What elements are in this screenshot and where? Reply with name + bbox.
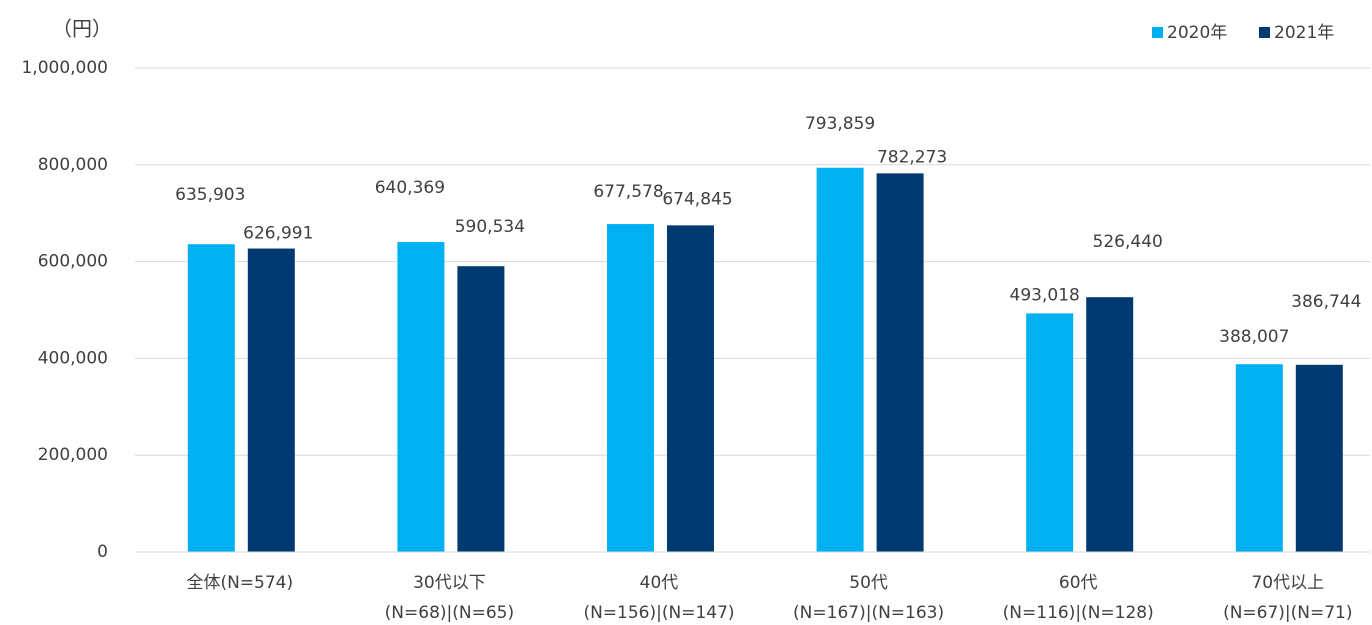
- x-tick-label: 60代: [1059, 573, 1098, 593]
- x-tick-label: 全体(N=574): [186, 573, 293, 593]
- x-tick-label: (N=68)|(N=65): [385, 603, 514, 623]
- legend-swatch: [1152, 27, 1163, 38]
- bar: [247, 248, 295, 552]
- x-tick-label: 30代以下: [413, 573, 486, 593]
- data-label: 526,440: [1093, 232, 1163, 252]
- bar: [667, 225, 714, 553]
- bar: [1295, 364, 1343, 552]
- unit-label: （円）: [52, 17, 112, 41]
- y-tick-label: 400,000: [38, 348, 108, 368]
- x-tick-label: (N=67)|(N=71): [1223, 603, 1352, 623]
- legend-swatch: [1259, 27, 1270, 38]
- bar: [816, 167, 864, 552]
- y-tick-label: 800,000: [38, 155, 108, 175]
- data-label: 388,007: [1219, 327, 1289, 347]
- bar: [876, 173, 924, 552]
- data-label: 626,991: [243, 224, 313, 244]
- x-tick-label: (N=167)|(N=163): [793, 603, 944, 623]
- data-label: 635,903: [175, 185, 245, 205]
- bar: [457, 266, 505, 552]
- data-label: 493,018: [1010, 285, 1080, 305]
- bar: [1235, 364, 1283, 552]
- data-label: 386,744: [1291, 292, 1361, 312]
- bar: [1086, 297, 1134, 552]
- data-label: 640,369: [375, 178, 445, 198]
- data-label: 674,845: [662, 189, 732, 209]
- y-tick-label: 0: [97, 542, 108, 562]
- x-tick-label: 70代以上: [1251, 573, 1324, 593]
- data-label: 782,273: [877, 147, 947, 167]
- bar: [397, 242, 445, 552]
- data-label: 677,578: [593, 182, 663, 202]
- y-tick-label: 600,000: [38, 252, 108, 272]
- x-tick-label: 50代: [849, 573, 888, 593]
- bar: [187, 244, 235, 552]
- bar: [1026, 313, 1074, 552]
- data-label: 793,859: [805, 114, 875, 134]
- y-tick-label: 200,000: [38, 445, 108, 465]
- data-label: 590,534: [455, 217, 525, 237]
- legend-label: 2020年: [1167, 23, 1227, 43]
- x-tick-label: (N=156)|(N=147): [583, 603, 734, 623]
- bar: [607, 224, 654, 552]
- y-tick-label: 1,000,000: [21, 58, 108, 78]
- x-tick-label: (N=116)|(N=128): [1003, 603, 1154, 623]
- x-tick-label: 40代: [640, 573, 679, 593]
- legend-label: 2021年: [1274, 23, 1334, 43]
